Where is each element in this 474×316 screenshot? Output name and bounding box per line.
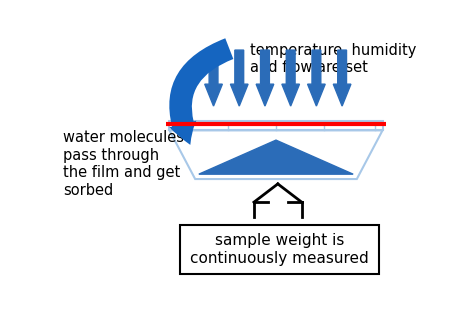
FancyArrow shape: [333, 50, 351, 106]
FancyArrow shape: [230, 50, 248, 106]
Text: sample weight is
continuously measured: sample weight is continuously measured: [190, 234, 369, 266]
Bar: [169, 121, 383, 131]
Text: water molecules
pass through
the film and get
sorbed: water molecules pass through the film an…: [63, 131, 184, 198]
FancyArrowPatch shape: [169, 38, 233, 145]
Text: temperature, humidity
and flow are set: temperature, humidity and flow are set: [250, 43, 417, 75]
Bar: [181, 225, 379, 274]
FancyArrow shape: [282, 50, 300, 106]
FancyArrow shape: [256, 50, 274, 106]
FancyArrow shape: [205, 50, 222, 106]
FancyArrow shape: [308, 50, 325, 106]
Polygon shape: [199, 140, 353, 174]
Polygon shape: [169, 131, 383, 179]
